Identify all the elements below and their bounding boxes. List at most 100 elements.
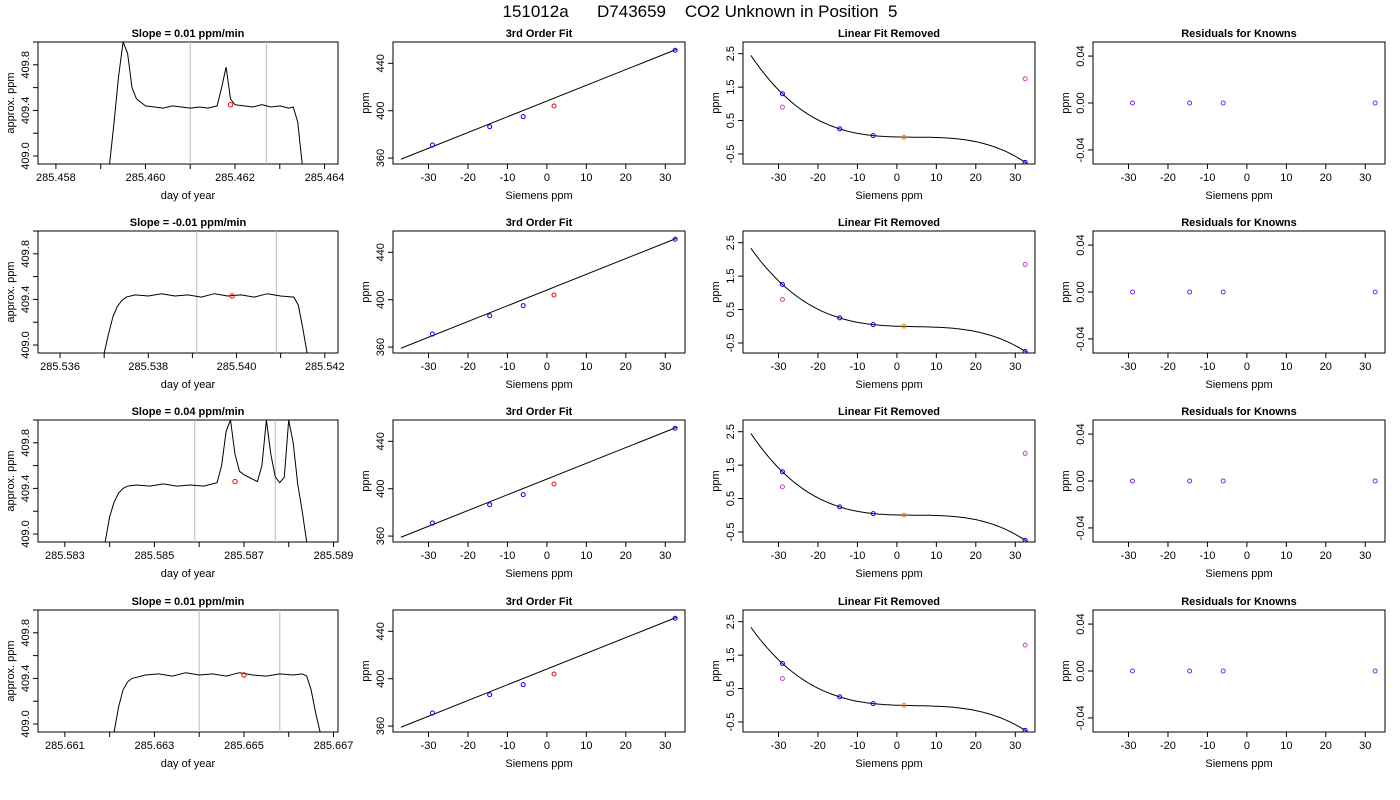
- unknown-point: [901, 323, 907, 329]
- x-axis-label: day of year: [161, 379, 216, 391]
- x-axis-label: Siemens ppm: [505, 190, 572, 202]
- panel-r4-c4: Residuals for Knowns -30 -20 -10 0 10 20 30 -0.0…: [1060, 596, 1386, 770]
- known-point: [1187, 289, 1193, 295]
- x-tick-label: 285.542: [305, 361, 345, 373]
- x-tick-label: 20: [620, 550, 632, 562]
- plot-frame: [1092, 41, 1386, 165]
- plot-frame: [742, 230, 1036, 354]
- panel-marks: [113, 610, 321, 732]
- x-tick-label: -20: [1160, 740, 1176, 752]
- fit-curve: [750, 433, 1028, 542]
- y-tick-label: 0.5: [725, 302, 737, 317]
- x-tick-label: -20: [810, 172, 826, 184]
- x-tick-label: -10: [499, 361, 515, 373]
- x-tick-label: 10: [580, 361, 592, 373]
- x-tick-label: -10: [1199, 550, 1215, 562]
- panel-title: Linear Fit Removed: [838, 28, 940, 40]
- known-point: [837, 315, 843, 321]
- x-tick-label: 285.583: [45, 550, 85, 562]
- panel-r4-c3: Linear Fit Removed -30 -20 -10 0 10 20 30 -0.5 0.…: [710, 596, 1036, 770]
- raw-point: [779, 484, 785, 490]
- known-point: [429, 710, 435, 716]
- x-tick-label: 285.587: [224, 550, 264, 562]
- y-tick-label: 409.0: [20, 331, 32, 359]
- x-tick-label: 285.464: [305, 172, 345, 184]
- y-tick-label: 360: [375, 717, 387, 735]
- known-point: [1129, 668, 1135, 674]
- y-tick-label: 2.5: [725, 235, 737, 250]
- x-tick-label: 30: [659, 550, 671, 562]
- y-tick-label: 440: [375, 432, 387, 450]
- panel-r1-c4: Residuals for Knowns -30 -20 -10 0 10 20 30 -0.0…: [1060, 28, 1386, 202]
- plot-frame: [37, 230, 339, 354]
- fit-line: [400, 237, 678, 349]
- unknown-point: [901, 512, 907, 518]
- x-tick-label: 285.536: [40, 361, 80, 373]
- unknown-point: [901, 702, 907, 708]
- x-tick-label: 285.665: [224, 740, 264, 752]
- x-tick-label: 10: [930, 172, 942, 184]
- x-tick-label: 30: [1009, 740, 1021, 752]
- x-tick-label: 10: [580, 550, 592, 562]
- y-tick-label: 0.04: [1075, 423, 1087, 444]
- x-tick-label: -20: [460, 172, 476, 184]
- known-point: [779, 469, 785, 475]
- x-tick-label: 285.458: [36, 172, 76, 184]
- x-tick-label: 10: [1280, 550, 1292, 562]
- x-tick-label: 30: [1359, 172, 1371, 184]
- x-tick-label: -10: [1199, 740, 1215, 752]
- plot-frame: [392, 419, 686, 543]
- raw-point: [779, 297, 785, 303]
- y-axis-label: ppm: [1060, 92, 1072, 113]
- x-tick-label: 285.663: [135, 740, 175, 752]
- y-tick-label: 1.5: [725, 79, 737, 94]
- raw-point: [1022, 76, 1028, 82]
- x-tick-label: 10: [580, 740, 592, 752]
- fit-curve: [750, 248, 1028, 353]
- x-tick-label: -30: [771, 740, 787, 752]
- panel-marks: [109, 42, 303, 164]
- known-point: [429, 520, 435, 526]
- y-tick-label: -0.04: [1075, 326, 1087, 351]
- y-tick-label: -0.04: [1075, 137, 1087, 162]
- y-tick-label: 0.00: [1075, 660, 1087, 681]
- x-tick-label: 0: [894, 740, 900, 752]
- x-tick-label: 285.462: [215, 172, 255, 184]
- known-point: [1129, 100, 1135, 106]
- known-point: [487, 313, 493, 319]
- fit-line: [400, 426, 678, 538]
- x-tick-label: 285.667: [314, 740, 354, 752]
- y-axis-label: ppm: [1060, 470, 1072, 491]
- x-tick-label: 30: [1359, 361, 1371, 373]
- x-tick-label: 285.460: [126, 172, 166, 184]
- unknown-point: [551, 671, 557, 677]
- x-tick-label: 0: [1244, 361, 1250, 373]
- y-axis-label: ppm: [710, 92, 722, 113]
- panel-title: Residuals for Knowns: [1181, 28, 1297, 40]
- known-point: [837, 504, 843, 510]
- plot-frame: [1092, 419, 1386, 543]
- panel-r3-c1: Slope = 0.04 ppm/min 285.583 285.585 285.58…: [5, 406, 353, 580]
- y-tick-label: 409.8: [20, 619, 32, 647]
- x-tick-label: 0: [544, 361, 550, 373]
- panel-title: 3rd Order Fit: [506, 596, 573, 608]
- x-tick-label: -30: [1121, 172, 1137, 184]
- known-point: [1187, 668, 1193, 674]
- y-tick-label: 0.00: [1075, 92, 1087, 113]
- known-point: [487, 124, 493, 130]
- y-tick-label: 440: [375, 54, 387, 72]
- panel-title: Linear Fit Removed: [838, 217, 940, 229]
- plot-frame: [742, 41, 1036, 165]
- y-tick-label: 360: [375, 338, 387, 356]
- x-tick-label: -10: [1199, 361, 1215, 373]
- signal-trace: [103, 293, 308, 353]
- known-point: [1372, 478, 1378, 484]
- fit-line: [400, 48, 678, 160]
- known-point: [1220, 478, 1226, 484]
- y-axis-label: ppm: [360, 660, 372, 681]
- y-axis-label: ppm: [710, 470, 722, 491]
- panel-r2-c2: 3rd Order Fit -30 -20 -10 0 10 20 30 360 400 440 Si…: [360, 217, 686, 391]
- x-axis-label: day of year: [161, 568, 216, 580]
- x-tick-label: 20: [1320, 550, 1332, 562]
- x-tick-label: -30: [771, 550, 787, 562]
